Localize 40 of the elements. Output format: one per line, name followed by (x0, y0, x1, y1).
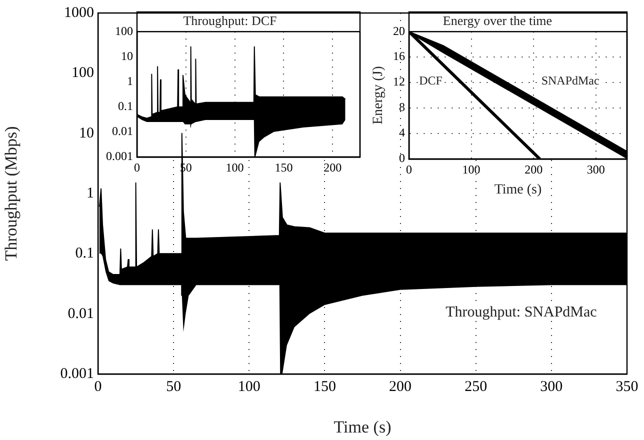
x-tick-label: 300 (540, 378, 563, 395)
x-tick-label: 150 (313, 378, 336, 395)
y-tick-label: 10 (79, 125, 94, 142)
x-tick-label: 300 (586, 162, 605, 176)
y-axis-title: Energy (J) (371, 66, 386, 125)
chart-title: Throughput: DCF (183, 13, 277, 28)
x-tick-label: 350 (616, 378, 638, 395)
y-tick-label: 0.1 (118, 98, 133, 113)
y-tick-label: 0.001 (106, 149, 133, 164)
x-tick-label: 200 (324, 160, 342, 174)
y-tick-label: 20 (393, 24, 405, 38)
y-tick-label: 10 (121, 48, 133, 63)
y-tick-label: 0.001 (60, 366, 94, 382)
x-tick-label: 250 (464, 378, 488, 395)
y-tick-label: 100 (72, 65, 94, 82)
x-axis-title: Time (s) (494, 182, 542, 198)
y-tick-label: 16 (393, 49, 405, 64)
x-tick-label: 100 (238, 378, 260, 395)
y-tick-label: 1 (127, 74, 133, 88)
y-tick-label: 0.01 (112, 124, 133, 138)
y-tick-label: 0.01 (68, 306, 94, 322)
y-tick-label: 0 (399, 151, 405, 166)
series-label: SNAPdMac (541, 73, 600, 88)
y-tick-label: 1000 (64, 4, 94, 21)
x-tick-label: 100 (226, 160, 244, 174)
chart-title: Energy over the time (442, 13, 552, 28)
y-axis-title: Throughput (Mbps) (2, 126, 21, 261)
x-tick-label: 150 (274, 160, 293, 174)
x-tick-label: 200 (524, 162, 543, 176)
y-tick-label: 4 (399, 126, 405, 140)
y-tick-label: 1 (86, 185, 94, 202)
y-tick-label: 12 (393, 74, 405, 89)
series-label: DCF (419, 73, 443, 88)
x-tick-label: 100 (462, 162, 480, 176)
x-axis-title: Time (s) (334, 417, 392, 436)
y-tick-label: 0.1 (75, 246, 94, 262)
y-tick-label: 100 (115, 24, 133, 38)
text: Throughput: SNAPdMac (446, 304, 598, 321)
x-tick-label: 200 (389, 378, 412, 395)
x-tick-label: 50 (166, 378, 182, 395)
